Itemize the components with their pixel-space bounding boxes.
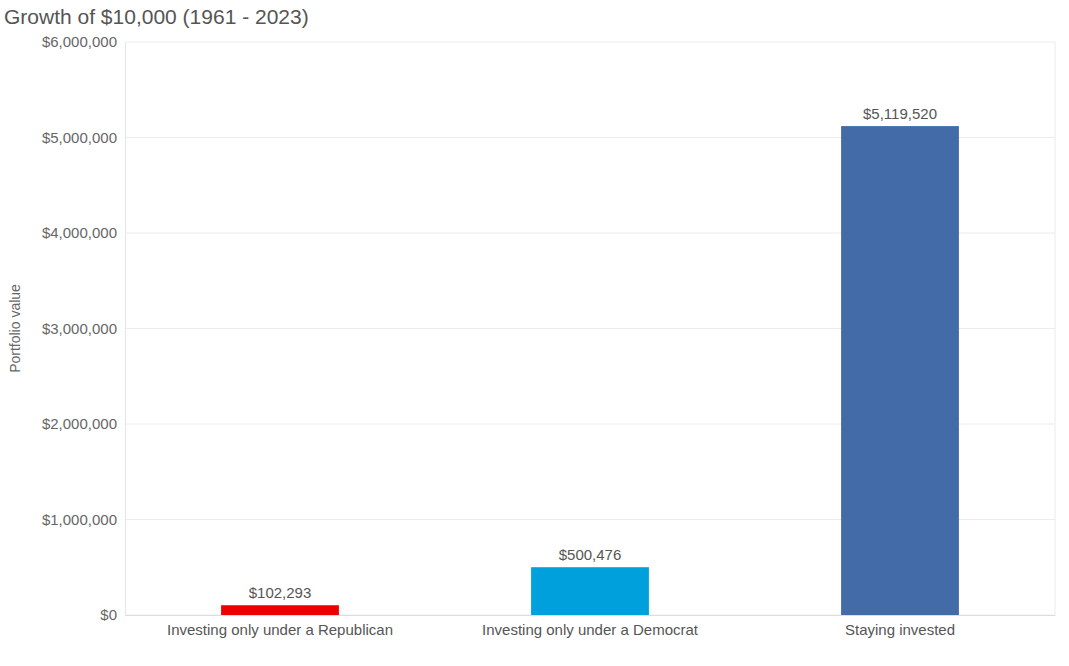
plot-frame bbox=[1055, 42, 1056, 615]
tick: $0 bbox=[100, 606, 125, 623]
tick: $1,000,000 bbox=[42, 511, 125, 528]
tick-label: $5,000,000 bbox=[42, 129, 117, 146]
bar bbox=[221, 605, 339, 615]
data-label: $102,293 bbox=[249, 584, 312, 601]
axis-title: Portfolio value bbox=[7, 284, 23, 373]
data-labels: $102,293 $500,476 $5,119,520 bbox=[249, 105, 937, 601]
tick-label: Investing only under a Democrat bbox=[482, 621, 699, 638]
tick: $2,000,000 bbox=[42, 415, 125, 432]
tick-label: $1,000,000 bbox=[42, 511, 117, 528]
tick-label: Investing only under a Republican bbox=[167, 621, 393, 638]
bar bbox=[841, 126, 959, 615]
tick: $4,000,000 bbox=[42, 224, 125, 241]
axis-line bbox=[125, 43, 126, 616]
chart: Growth of $10,000 (1961 - 2023) $0 $1,000,… bbox=[0, 0, 1069, 666]
tick-label: $2,000,000 bbox=[42, 415, 117, 432]
data-label: $5,119,520 bbox=[863, 105, 937, 122]
bar bbox=[531, 567, 649, 615]
grid bbox=[125, 42, 1055, 615]
tick: $3,000,000 bbox=[42, 320, 125, 337]
tick-label: $6,000,000 bbox=[42, 33, 117, 50]
title: Growth of $10,000 (1961 - 2023) bbox=[4, 5, 309, 28]
data-label: $500,476 bbox=[559, 546, 622, 563]
grid-line bbox=[125, 42, 1055, 43]
x-axis: Investing only under a Republican Investi… bbox=[126, 615, 1056, 638]
y-axis: $0 $1,000,000 $2,000,000 $3,000,000 $4,000,0… bbox=[42, 33, 126, 623]
tick-label: Staying invested bbox=[845, 621, 955, 638]
tick: Staying invested bbox=[845, 615, 955, 638]
axis-line bbox=[126, 615, 1056, 616]
bars bbox=[221, 126, 959, 615]
tick: $5,000,000 bbox=[42, 129, 125, 146]
tick-label: $0 bbox=[100, 606, 117, 623]
tick: Investing only under a Republican bbox=[167, 615, 393, 638]
tick-label: $3,000,000 bbox=[42, 320, 117, 337]
tick-label: $4,000,000 bbox=[42, 224, 117, 241]
tick: Investing only under a Democrat bbox=[482, 615, 699, 638]
tick: $6,000,000 bbox=[42, 33, 125, 50]
